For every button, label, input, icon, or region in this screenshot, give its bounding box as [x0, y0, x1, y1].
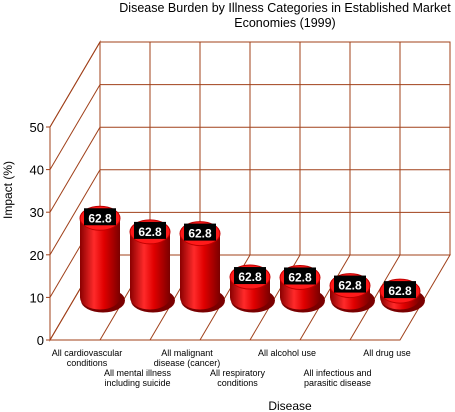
y-axis-label: Impact (%)	[1, 161, 15, 219]
data-label-box	[284, 267, 316, 285]
floor-line	[299, 254, 351, 341]
grid-line	[49, 41, 101, 128]
data-label: 62.8	[88, 211, 112, 225]
x-tick-label: All malignant disease (cancer)	[153, 348, 221, 368]
x-tick-label: All drug use	[363, 348, 411, 358]
bar	[80, 218, 120, 310]
chart-title: Disease Burden by Illness Categories in …	[119, 1, 451, 30]
data-label-box	[234, 267, 266, 285]
data-label-box	[384, 281, 416, 299]
data-label: 62.8	[138, 225, 162, 239]
y-tick-label: 10	[30, 290, 44, 305]
data-label-box	[334, 275, 366, 293]
y-tick-label: 40	[30, 163, 44, 178]
data-label: 62.8	[238, 270, 262, 284]
bar	[130, 231, 170, 310]
x-tick-label: All respiratory conditions	[209, 368, 265, 388]
bar	[180, 233, 220, 310]
data-label-box	[134, 221, 166, 239]
y-tick-label: 20	[30, 248, 44, 263]
x-tick-label: All mental illness including suicide	[103, 368, 172, 388]
data-label: 62.8	[388, 284, 412, 298]
x-tick-label: All cardiovascular conditions	[51, 348, 123, 368]
x-tick-label: All infectious and parasitic disease	[303, 368, 372, 388]
data-label-box	[84, 208, 116, 226]
data-label: 62.8	[338, 279, 362, 293]
data-label: 62.8	[288, 270, 312, 284]
x-axis-label: Disease	[268, 399, 312, 412]
data-label-box	[184, 223, 216, 241]
floor-line	[349, 254, 401, 341]
grid-line	[49, 169, 101, 256]
grid-line	[49, 126, 101, 213]
grid-line	[49, 84, 101, 170]
y-tick-label: 50	[30, 120, 44, 135]
data-label: 62.8	[188, 227, 212, 241]
y-tick-label: 30	[30, 205, 44, 220]
x-tick-label: All alcohol use	[257, 348, 317, 358]
y-tick-label: 0	[37, 333, 44, 348]
